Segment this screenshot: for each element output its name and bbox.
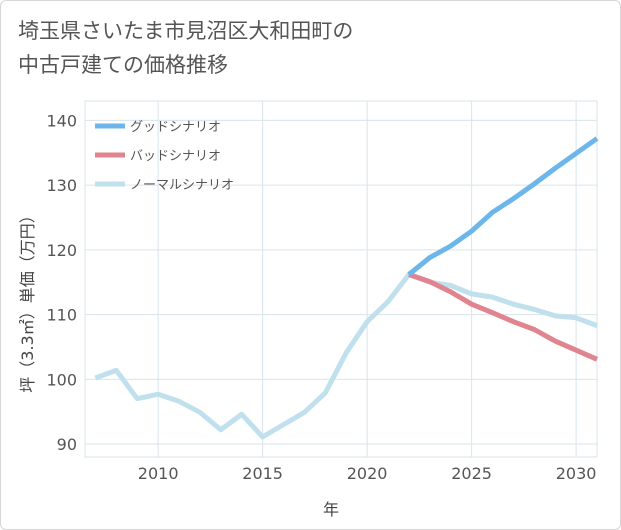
series-line-1 (408, 272, 598, 362)
y-tick-label-110: 110 (46, 306, 77, 325)
x-tick-label-2010: 2010 (138, 464, 179, 483)
y-tick-label-140: 140 (46, 111, 77, 130)
chart-title-line2: 中古戸建ての価格推移 (18, 53, 228, 77)
x-tick-labels: 2010 2015 2020 2025 2030 (138, 464, 597, 483)
y-tick-labels: 90 100 110 120 130 140 (46, 111, 77, 454)
y-tick-label-90: 90 (57, 435, 77, 454)
y-tick-label-130: 130 (46, 176, 77, 195)
x-tick-label-2025: 2025 (451, 464, 492, 483)
x-tick-label-2020: 2020 (347, 464, 388, 483)
series-lines (94, 136, 599, 440)
x-tick-label-2030: 2030 (556, 464, 597, 483)
series-line-0 (407, 136, 599, 277)
y-gridlines (85, 119, 597, 445)
series-line-2 (94, 272, 598, 440)
x-tick-label-2015: 2015 (242, 464, 283, 483)
chart-title-line1: 埼玉県さいたま市見沼区大和田町の (18, 19, 354, 43)
y-tick-label-100: 100 (46, 370, 77, 389)
y-tick-label-120: 120 (46, 241, 77, 260)
legend-label-1: バッドシナリオ (130, 149, 221, 164)
x-axis-label: 年 (323, 500, 339, 519)
chart-title: 埼玉県さいたま市見沼区大和田町の 中古戸建ての価格推移 (18, 14, 578, 82)
legend-label-2: ノーマルシナリオ (130, 178, 234, 193)
legend-label-0: グッドシナリオ (130, 120, 221, 135)
x-gridlines (157, 101, 577, 457)
y-axis-label: 坪（3.3㎡）単価（万円） (18, 207, 37, 392)
